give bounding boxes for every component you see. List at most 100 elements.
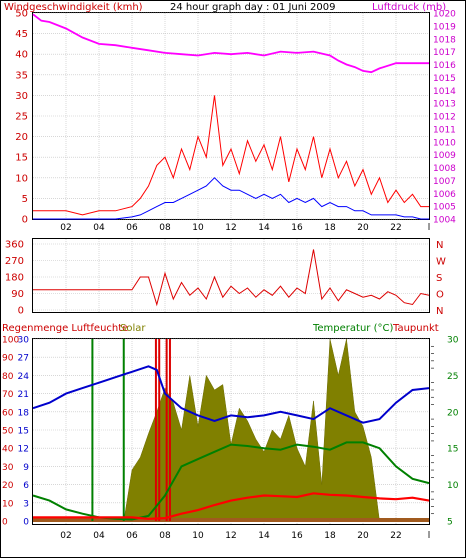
solar-label: Solar bbox=[120, 323, 146, 334]
pressure-tick-label: 1007 bbox=[433, 177, 456, 187]
panel-temp-x-ticks: 02 04 06 08 10 12 14 16 18 20 22 l bbox=[60, 531, 430, 541]
dewpoint-label: Taupunkt bbox=[392, 323, 439, 334]
temperature-tick-label: 25 bbox=[447, 372, 458, 382]
humidity-tick-label: 10 bbox=[2, 499, 14, 509]
humidity-tick-label: 80 bbox=[2, 372, 14, 382]
direction-ticks: 0 90 180 270 360 bbox=[5, 240, 24, 317]
pressure-ticks: 1004 1005 1006 1007 1008 1009 1010 1011 1012 1013… bbox=[433, 10, 456, 226]
pressure-tick-label: 1015 bbox=[433, 74, 456, 84]
direction-tick-label: 90 bbox=[11, 289, 24, 300]
rain-tick-label: 18 bbox=[18, 408, 30, 418]
pressure-tick-label: 1008 bbox=[433, 164, 456, 174]
rain-humidity-label: Regenmenge Luftfeuchte bbox=[2, 323, 128, 334]
compass-tick-label: N bbox=[436, 240, 443, 251]
x-tick-label: l bbox=[428, 531, 431, 541]
pressure-tick-label: 1019 bbox=[433, 22, 456, 32]
pressure-tick-label: 1011 bbox=[433, 125, 456, 135]
wind-tick-label: 40 bbox=[15, 50, 28, 61]
humidity-tick-label: 50 bbox=[2, 427, 14, 437]
rain-tick-label: 21 bbox=[18, 390, 29, 400]
series-wind-direction-line bbox=[33, 249, 430, 307]
pressure-tick-label: 1017 bbox=[433, 48, 456, 58]
x-tick-label: 22 bbox=[390, 223, 401, 233]
x-tick-label: 08 bbox=[159, 223, 171, 233]
rain-tick-label: 6 bbox=[23, 481, 29, 491]
rain-tick-label: 9 bbox=[23, 463, 29, 473]
compass-tick-label: W bbox=[436, 257, 446, 268]
x-tick-label: 16 bbox=[291, 223, 303, 233]
x-tick-label: 06 bbox=[126, 223, 138, 233]
rain-tick-label: 0 bbox=[23, 518, 29, 528]
pressure-tick-label: 1005 bbox=[433, 203, 456, 213]
temperature-label: Temperatur (°C) bbox=[312, 323, 393, 334]
panel-direction-grid bbox=[33, 239, 429, 312]
wind-axis-label: Windgeschwindigkeit (kmh) bbox=[4, 2, 143, 13]
temperature-tick-label: 20 bbox=[447, 408, 459, 418]
x-tick-label: 20 bbox=[357, 531, 369, 541]
marker-bar bbox=[91, 339, 94, 521]
panel-wind-grid bbox=[33, 12, 429, 220]
wind-tick-label: 35 bbox=[15, 70, 28, 81]
x-tick-label: 10 bbox=[192, 223, 204, 233]
humidity-tick-label: 100 bbox=[2, 336, 19, 346]
x-tick-label: 20 bbox=[357, 223, 369, 233]
x-tick-label: 12 bbox=[225, 223, 236, 233]
pressure-tick-label: 1016 bbox=[433, 61, 456, 71]
wind-tick-label: 10 bbox=[15, 173, 28, 184]
humidity-tick-label: 60 bbox=[2, 408, 14, 418]
rain-bar bbox=[158, 339, 161, 521]
wind-tick-label: 20 bbox=[15, 132, 28, 143]
series-luftdruck--mb--line bbox=[32, 13, 429, 74]
temperature-tick-label: 10 bbox=[447, 481, 459, 491]
x-tick-label: 16 bbox=[291, 531, 303, 541]
x-tick-label: 14 bbox=[258, 223, 270, 233]
chart-title: 24 hour graph day : 01 Juni 2009 bbox=[170, 2, 336, 13]
wind-tick-label: 15 bbox=[15, 153, 28, 164]
humidity-tick-label: 30 bbox=[2, 463, 14, 473]
rain-tick-label: 24 bbox=[18, 372, 30, 382]
wind-tick-label: 45 bbox=[15, 29, 28, 40]
humidity-tick-label: 70 bbox=[2, 390, 14, 400]
pressure-tick-label: 1020 bbox=[433, 10, 456, 20]
direction-tick-label: 270 bbox=[5, 256, 24, 267]
direction-tick-label: 0 bbox=[18, 306, 24, 317]
rain-bar bbox=[168, 339, 171, 521]
x-tick-label: l bbox=[428, 223, 431, 233]
compass-tick-label: N bbox=[436, 306, 443, 317]
humidity-tick-label: 0 bbox=[2, 518, 8, 528]
humidity-tick-label: 90 bbox=[2, 354, 14, 364]
rain-bar bbox=[154, 339, 157, 521]
temperature-tick-label: 30 bbox=[447, 336, 459, 346]
humidity-tick-label: 20 bbox=[2, 481, 14, 491]
x-tick-label: 18 bbox=[324, 531, 336, 541]
rain-tick-label: 12 bbox=[18, 445, 29, 455]
pressure-tick-label: 1014 bbox=[433, 87, 456, 97]
wind-ticks: 0 5 10 15 20 25 30 35 40 45 50 bbox=[15, 9, 28, 226]
wind-tick-label: 25 bbox=[15, 112, 28, 123]
pressure-tick-label: 1018 bbox=[433, 35, 456, 45]
pressure-tick-label: 1004 bbox=[433, 216, 456, 226]
wind-tick-label: 5 bbox=[22, 194, 28, 205]
x-tick-label: 04 bbox=[93, 531, 105, 541]
x-tick-label: 10 bbox=[192, 531, 204, 541]
x-tick-label: 02 bbox=[60, 531, 71, 541]
temperature-tick-label: 15 bbox=[447, 445, 458, 455]
series-dewpoint-line bbox=[33, 492, 430, 520]
rain-tick-label: 15 bbox=[18, 427, 29, 437]
direction-tick-label: 180 bbox=[5, 273, 24, 284]
compass-tick-label: S bbox=[436, 273, 442, 284]
x-tick-label: 06 bbox=[126, 531, 138, 541]
pressure-tick-label: 1013 bbox=[433, 100, 456, 110]
x-tick-label: 12 bbox=[225, 531, 236, 541]
baseline-strip bbox=[33, 518, 429, 522]
panel-wind-series bbox=[32, 13, 429, 220]
x-tick-label: 08 bbox=[159, 531, 171, 541]
x-tick-label: 02 bbox=[60, 223, 71, 233]
x-tick-label: 18 bbox=[324, 223, 336, 233]
pressure-axis-label: Luftdruck (mb) bbox=[372, 2, 446, 13]
marker-bar bbox=[122, 339, 125, 521]
x-tick-label: 22 bbox=[390, 531, 401, 541]
series-humidity-line bbox=[32, 365, 430, 424]
